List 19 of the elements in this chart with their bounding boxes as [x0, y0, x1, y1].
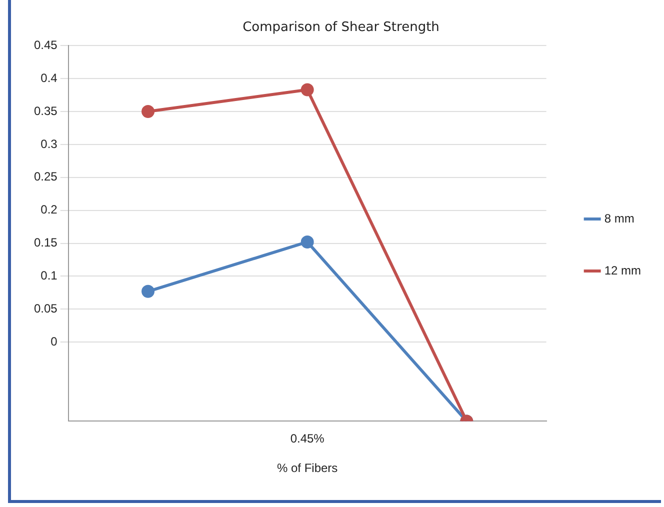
legend-label: 8 mm	[604, 211, 634, 226]
y-tick-label: 0.25	[34, 170, 58, 184]
y-tick-label: 0.4	[40, 70, 58, 85]
x-tick-label: 0.45%	[290, 432, 325, 446]
chart-title: Comparison of Shear Strength	[242, 20, 440, 36]
y-tick-label: 0.45	[34, 38, 58, 52]
point	[300, 235, 314, 248]
y-tick-label: 0.15	[34, 236, 58, 250]
point	[142, 104, 155, 118]
point	[142, 284, 155, 298]
y-tick-label: 0.2	[40, 202, 58, 217]
y-tick-label: 0.05	[34, 301, 58, 316]
legend-label: 12 mm	[604, 263, 642, 278]
y-tick-label: 0	[50, 334, 58, 348]
point	[300, 83, 314, 96]
y-tick-label: 0.35	[34, 104, 58, 118]
y-tick-label: 0.3	[40, 136, 58, 151]
y-tick-label: 0.1	[40, 268, 58, 283]
x-axis-title: % of Fibers	[276, 461, 338, 476]
